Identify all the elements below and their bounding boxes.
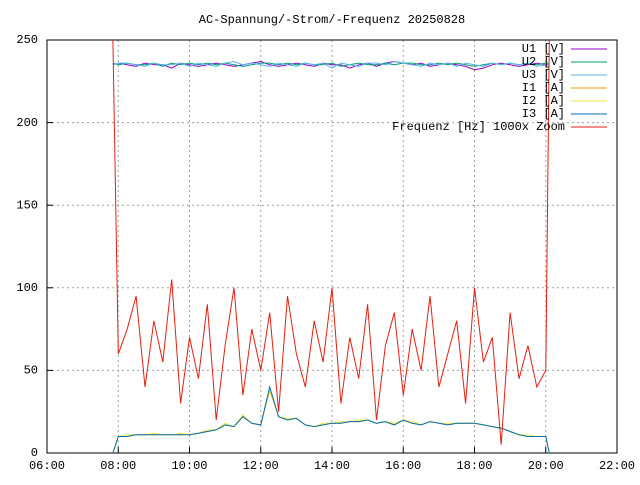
series-line [112,384,550,454]
legend-label: I2 [A] [522,94,565,108]
legend-label: U3 [V] [522,68,565,82]
y-tick-label: 150 [16,198,38,212]
y-tick-label: 200 [16,116,38,130]
legend-label: I1 [A] [522,81,565,95]
x-tick-label: 20:00 [528,459,564,473]
y-tick-label: 50 [24,364,38,378]
x-tick-label: 16:00 [385,459,421,473]
series-line [112,60,550,71]
plot-border [46,39,618,454]
legend-label: U2 [V] [522,55,565,69]
legend-label: Frequenz [Hz] 1000x Zoom [392,120,565,134]
x-tick-label: 08:00 [100,459,136,473]
series-line [112,39,550,445]
x-tick-label: 22:00 [599,459,635,473]
legend-label: U1 [V] [522,42,565,56]
y-tick-label: 0 [31,446,38,460]
chart-title: AC-Spannung/-Strom/-Frequenz 20250828 [199,13,465,27]
x-tick-label: 18:00 [456,459,492,473]
series-line [112,60,550,69]
x-tick-label: 06:00 [29,459,65,473]
x-tick-label: 14:00 [314,459,350,473]
x-tick-label: 12:00 [243,459,279,473]
y-tick-label: 250 [16,33,38,47]
y-tick-label: 100 [16,281,38,295]
legend-label: I3 [A] [522,107,565,121]
x-tick-label: 10:00 [171,459,207,473]
